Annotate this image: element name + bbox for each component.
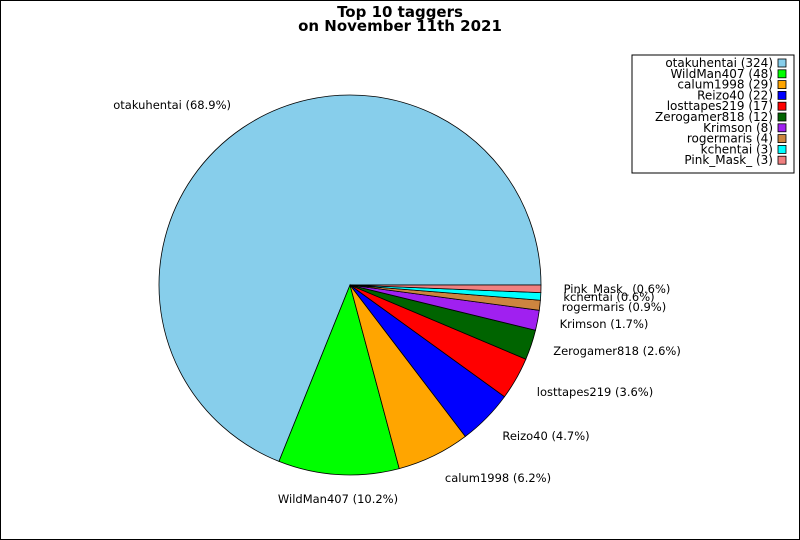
legend-label-rogermaris: rogermaris (4) (687, 132, 773, 146)
legend-items: otakuhentai (324)WildMan407 (48)calum199… (655, 56, 787, 167)
legend-label-reizo40: Reizo40 (22) (697, 88, 773, 102)
legend-label-otakuhentai: otakuhentai (324) (665, 56, 773, 70)
legend-swatch-kchentai (777, 144, 787, 154)
slice-label-wildman407: WildMan407 (10.2%) (278, 492, 398, 506)
legend-swatch-pink-mask (777, 155, 787, 165)
legend-label-pink-mask: Pink_Mask_ (3) (684, 153, 773, 167)
chart-title: Top 10 taggers on November 11th 2021 (298, 3, 502, 35)
legend-swatch-reizo40 (777, 91, 787, 100)
pie-slice-otakuhentai (158, 94, 542, 462)
slice-label-pink-mask: Pink_Mask_ (0.6%) (564, 282, 671, 296)
slice-label-zerogamer818: Zerogamer818 (2.6%) (553, 344, 681, 358)
slice-labels: otakuhentai (68.9%) WildMan407 (10.2%) cal… (113, 98, 681, 506)
legend-label-zerogamer818: Zerogamer818 (12) (655, 110, 773, 124)
pie-slice-pink-mask (349, 284, 542, 294)
legend-swatch-krimson (777, 123, 787, 133)
slice-label-otakuhentai: otakuhentai (68.9%) (113, 98, 231, 112)
legend-box (631, 54, 795, 174)
legend-label-krimson: Krimson (8) (703, 121, 773, 135)
legend-swatch-rogermaris (777, 134, 787, 144)
slice-label-calum1998: calum1998 (6.2%) (445, 471, 551, 485)
slice-label-losttapes219: losttapes219 (3.6%) (537, 385, 653, 399)
slice-label-kchentai: kchentai (0.6%) (563, 290, 654, 304)
legend-swatch-wildman407 (777, 69, 787, 79)
legend-swatch-calum1998 (777, 80, 787, 89)
slice-label-krimson: Krimson (1.7%) (560, 317, 649, 331)
pie-slices (158, 94, 542, 476)
legend-swatch-otakuhentai (777, 58, 787, 68)
slice-label-rogermaris: rogermaris (0.9%) (562, 300, 666, 314)
legend-label-calum1998: calum1998 (29) (677, 78, 773, 92)
pie-slice-wildman407 (278, 283, 400, 476)
slice-label-reizo40: Reizo40 (4.7%) (502, 429, 589, 443)
legend-swatch-losttapes219 (777, 101, 787, 111)
chart-title-line-1: Top 10 taggers (337, 3, 463, 21)
legend-label-wildman407: WildMan407 (48) (670, 67, 773, 81)
legend-label-kchentai: kchentai (3) (701, 142, 773, 156)
chart-legend: otakuhentai (324)WildMan407 (48)calum199… (631, 54, 795, 174)
legend-label-losttapes219: losttapes219 (17) (667, 99, 773, 113)
legend-swatch-zerogamer818 (777, 112, 787, 122)
chart-title-line-2: on November 11th 2021 (298, 17, 502, 35)
